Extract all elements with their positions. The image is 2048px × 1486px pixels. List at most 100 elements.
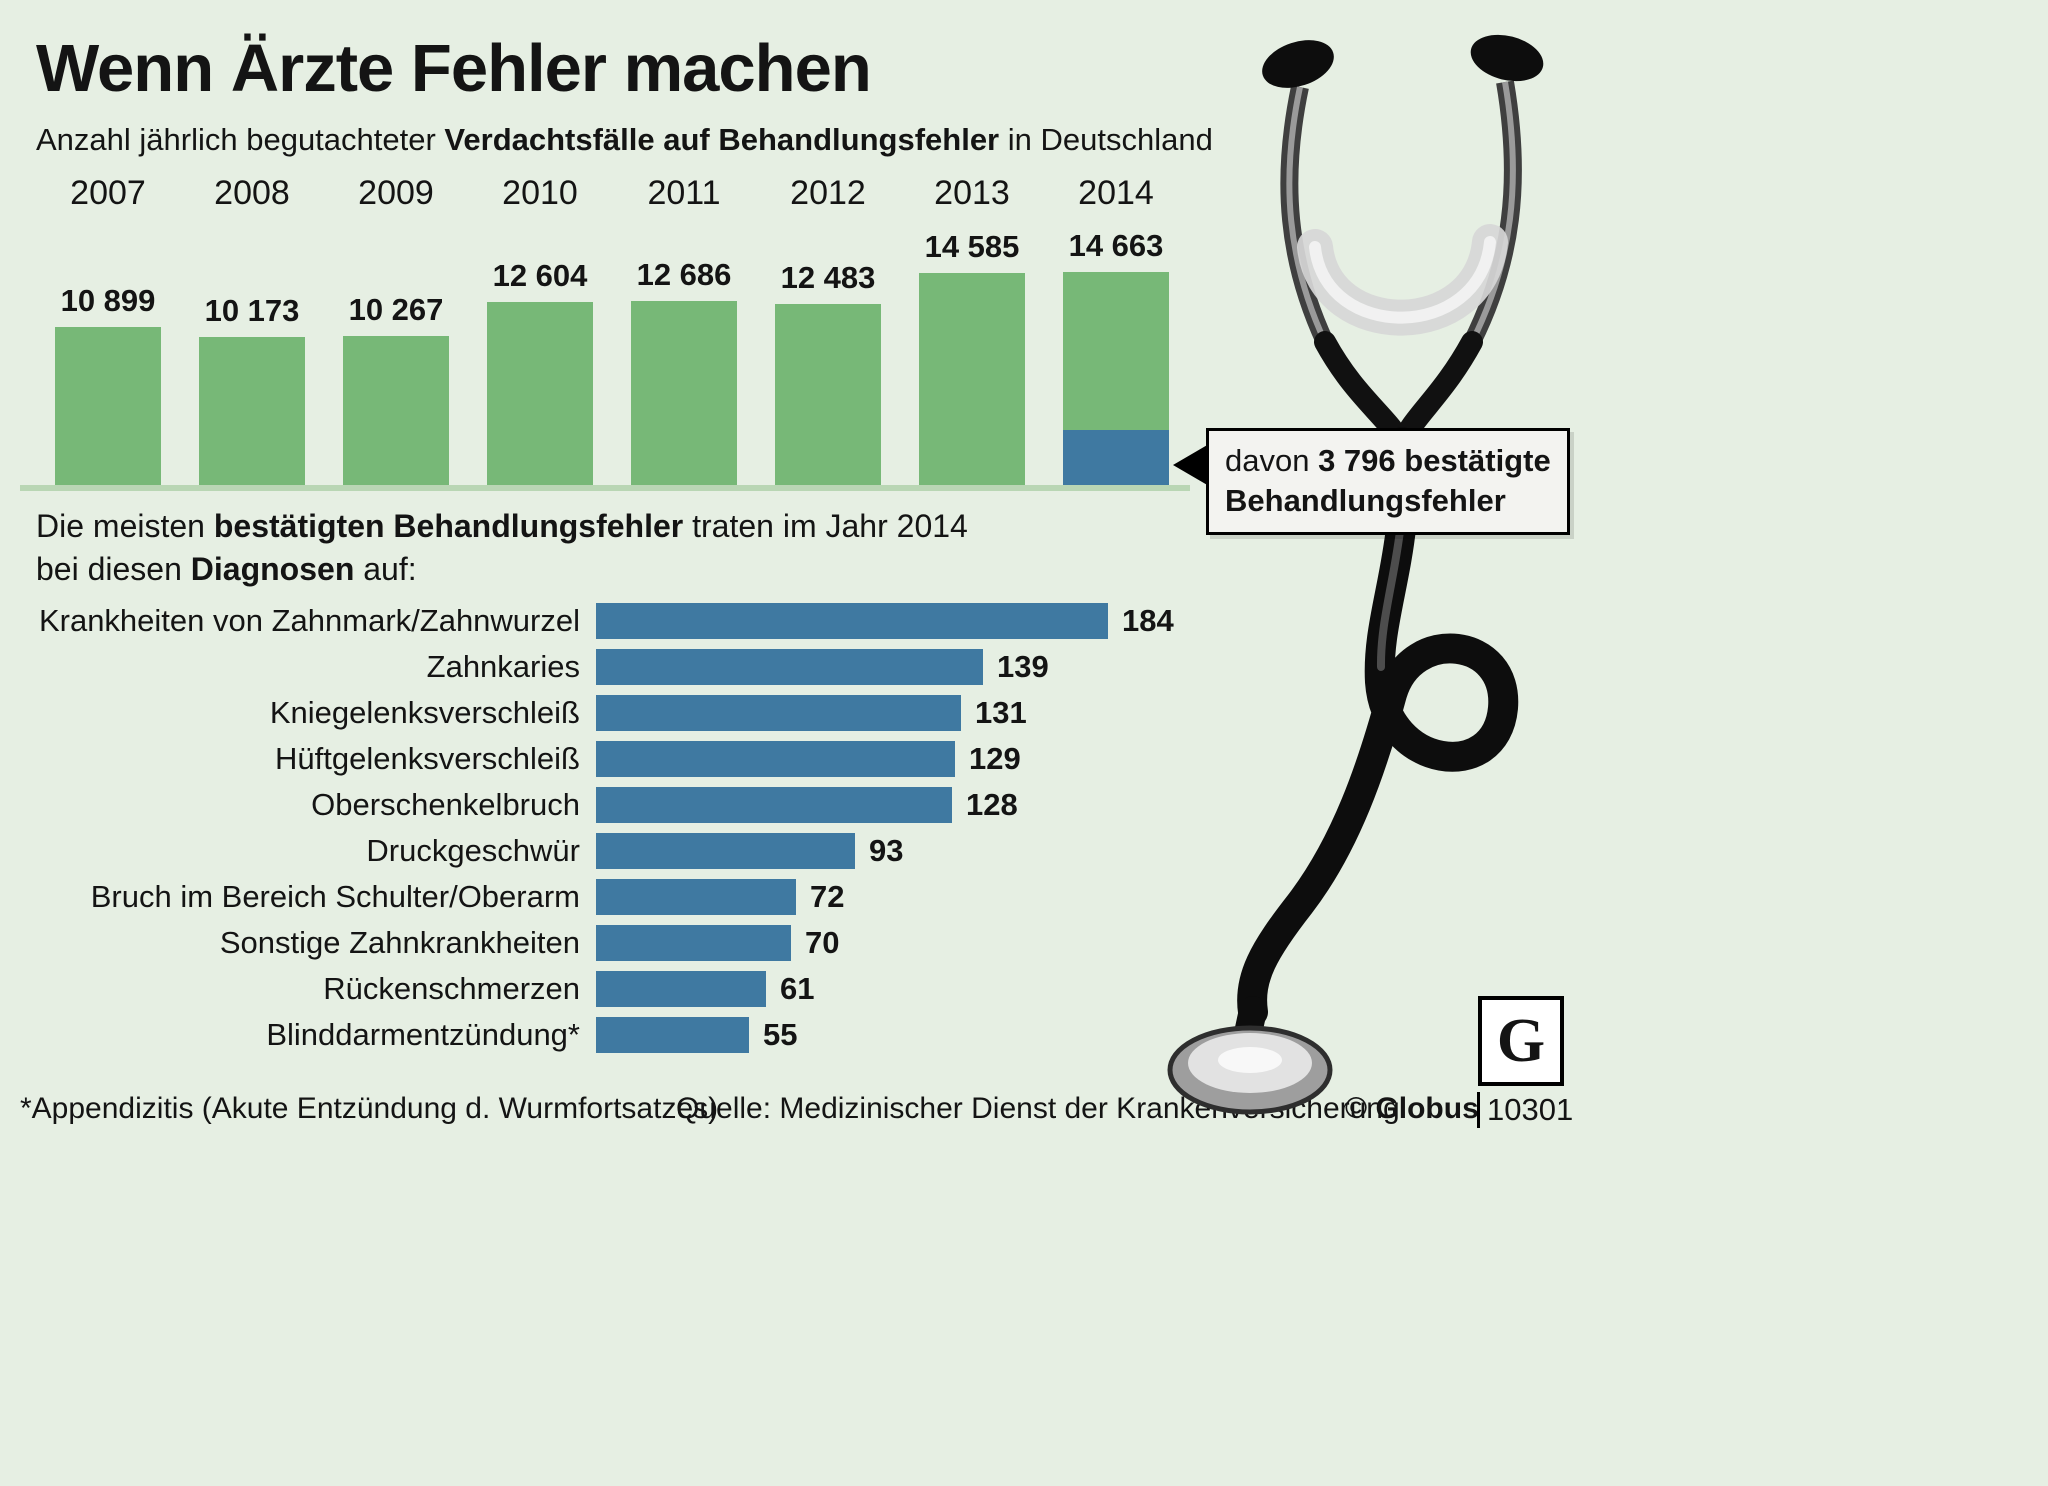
subtitle-bold: Verdachtsfälle auf Behandlungsfehler — [444, 122, 1000, 157]
diagnosis-bar — [596, 649, 983, 685]
diagnosis-label: Kniegelenksverschleiß — [269, 695, 580, 730]
diagnosis-value: 184 — [1122, 603, 1174, 638]
diagnosis-value: 61 — [780, 971, 815, 1006]
subtitle-text: Anzahl jährlich begutachteter — [36, 122, 445, 157]
diagnosis-label: Bruch im Bereich Schulter/Oberarm — [90, 879, 580, 914]
bar-2008 — [199, 337, 305, 485]
diagnosis-bar — [596, 925, 791, 961]
diagnosis-row: Hüftgelenksverschleiß 129 — [20, 736, 1230, 782]
section-text-2: traten im Jahr 2014 — [683, 508, 968, 544]
diagnosis-row: Zahnkaries 139 — [20, 644, 1230, 690]
section-heading: Die meisten bestätigten Behandlungsfehle… — [36, 505, 968, 591]
globus-logo-letter: G — [1496, 1007, 1546, 1075]
globus-logo: G — [1478, 996, 1564, 1086]
bar-column-2014: 14 663 — [1044, 228, 1188, 485]
diagnosis-label: Hüftgelenksverschleiß — [275, 741, 580, 776]
diagnosis-label: Krankheiten von Zahnmark/Zahnwurzel — [38, 603, 580, 638]
diagnosis-label: Blinddarmentzündung* — [266, 1017, 580, 1052]
bar-2009 — [343, 336, 449, 485]
year-label-2012: 2012 — [790, 174, 866, 212]
diagnosis-label: Rückenschmerzen — [323, 971, 580, 1006]
stethoscope-illustration — [1167, 34, 1544, 1115]
section-text-1: Die meisten — [36, 508, 214, 544]
diagnosis-row: Rückenschmerzen 61 — [20, 966, 1230, 1012]
diagnosis-bar — [596, 787, 952, 823]
diagnosis-bar — [596, 603, 1108, 639]
callout-arrow-icon — [1173, 444, 1209, 486]
year-label-2009: 2009 — [358, 174, 434, 212]
diagnosis-value: 129 — [969, 741, 1021, 776]
globus-credit: © Globus — [1345, 1092, 1479, 1125]
diagnosis-value: 55 — [763, 1017, 798, 1052]
bar-2007 — [55, 327, 161, 485]
footnote: *Appendizitis (Akute Entzündung d. Wurmf… — [20, 1092, 719, 1125]
year-label-2013: 2013 — [934, 174, 1010, 212]
diagnosis-value: 93 — [869, 833, 904, 868]
year-label-2007: 2007 — [70, 174, 146, 212]
bar-column-2009: 10 267 — [324, 292, 468, 485]
year-labels-row: 2007 2008 2009 2010 2011 2012 2013 2014 — [36, 174, 1188, 213]
diagnosis-value: 139 — [997, 649, 1049, 684]
diagnosis-row: Kniegelenksverschleiß 131 — [20, 690, 1230, 736]
bar-2011 — [631, 301, 737, 485]
suspected-cases-chart: 10 899 10 173 10 267 12 604 12 686 12 483 14 5… — [36, 228, 1188, 485]
diagnosis-bar — [596, 879, 796, 915]
bar-2010 — [487, 302, 593, 485]
diagnosis-value: 72 — [810, 879, 845, 914]
bar-column-2007: 10 899 — [36, 283, 180, 485]
page-title: Wenn Ärzte Fehler machen — [36, 31, 872, 106]
diagnosis-row: Bruch im Bereich Schulter/Oberarm 72 — [20, 874, 1230, 920]
bar-segment-confirmed — [1063, 430, 1169, 485]
diagnosis-row: Krankheiten von Zahnmark/Zahnwurzel 184 — [20, 598, 1230, 644]
callout-bold-1: 3 796 bestätigte — [1318, 443, 1551, 478]
section-bold-1: bestätigten Behandlungsfehler — [213, 508, 684, 544]
chart-subtitle: Anzahl jährlich begutachteter Verdachtsf… — [36, 122, 1213, 158]
diagnosis-row: Sonstige Zahnkrankheiten 70 — [20, 920, 1230, 966]
section-bold-2: Diagnosen — [190, 551, 355, 588]
subtitle-suffix: in Deutschland — [999, 122, 1213, 157]
bar-column-2011: 12 686 — [612, 257, 756, 485]
bar-value: 12 604 — [492, 258, 588, 293]
callout-bold-2: Behandlungsfehler — [1225, 483, 1506, 519]
diagnosis-bar — [596, 833, 855, 869]
bar-2013 — [919, 273, 1025, 485]
bar-value: 14 585 — [924, 229, 1020, 264]
diagnosis-value: 131 — [975, 695, 1027, 730]
diagnosis-row: Druckgeschwür 93 — [20, 828, 1230, 874]
year-label-2010: 2010 — [502, 174, 578, 212]
bar-value: 12 483 — [780, 260, 876, 295]
diagnosis-label: Druckgeschwür — [366, 833, 580, 868]
diagnosis-label: Zahnkaries — [426, 649, 580, 684]
year-label-2014: 2014 — [1078, 174, 1154, 212]
diagnosis-value: 70 — [805, 925, 840, 960]
globus-id: 10301 — [1477, 1092, 1573, 1128]
callout-confirmed-errors: davon 3 796 bestätigte Behandlungsfehler — [1173, 428, 1570, 535]
bar-value: 14 663 — [1068, 228, 1164, 263]
diagnosis-label: Oberschenkelbruch — [311, 787, 580, 822]
bar-column-2008: 10 173 — [180, 293, 324, 485]
diagnosis-bar — [596, 1017, 749, 1053]
bar-column-2012: 12 483 — [756, 260, 900, 485]
diagnosis-value: 128 — [966, 787, 1018, 822]
year-label-2008: 2008 — [214, 174, 290, 212]
bar-value: 12 686 — [636, 257, 732, 292]
section-text-4: auf: — [354, 551, 417, 588]
diagnosis-row: Oberschenkelbruch 128 — [20, 782, 1230, 828]
bar-value: 10 267 — [348, 292, 444, 327]
bar-value: 10 173 — [204, 293, 300, 328]
diagnosis-bar — [596, 695, 961, 731]
bar-column-2010: 12 604 — [468, 258, 612, 485]
section-text-3: bei diesen — [36, 551, 191, 588]
diagnosis-row: Blinddarmentzündung* 55 — [20, 1012, 1230, 1058]
bar-column-2013: 14 585 — [900, 229, 1044, 485]
bar-value: 10 899 — [60, 283, 156, 318]
chart-baseline — [20, 485, 1190, 491]
bar-segment-unconfirmed — [1063, 272, 1169, 430]
year-label-2011: 2011 — [647, 174, 721, 212]
bar-2014 — [1063, 272, 1169, 485]
diagnosis-label: Sonstige Zahnkrankheiten — [219, 925, 580, 960]
diagnosis-bar — [596, 741, 955, 777]
callout-text: davon — [1225, 443, 1319, 478]
bar-2012 — [775, 304, 881, 485]
